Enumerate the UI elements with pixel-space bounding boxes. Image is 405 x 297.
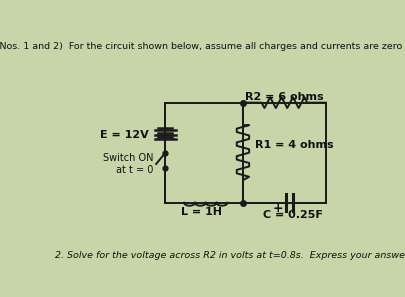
Text: R2 = 6 ohms: R2 = 6 ohms bbox=[245, 92, 323, 102]
Text: 2. Solve for the voltage across R2 in volts at t=0.8s.  Express your answer in f: 2. Solve for the voltage across R2 in vo… bbox=[55, 251, 405, 260]
Text: L = 1H: L = 1H bbox=[181, 207, 222, 217]
Text: (For Nos. 1 and 2)  For the circuit shown below, assume all charges and currents: (For Nos. 1 and 2) For the circuit shown… bbox=[0, 42, 405, 51]
Text: +: + bbox=[272, 202, 282, 215]
Text: E = 12V: E = 12V bbox=[99, 130, 148, 140]
Text: Switch ON
at t = 0: Switch ON at t = 0 bbox=[103, 153, 153, 175]
Text: C = 0.25F: C = 0.25F bbox=[263, 210, 322, 220]
Text: R1 = 4 ohms: R1 = 4 ohms bbox=[254, 140, 333, 150]
